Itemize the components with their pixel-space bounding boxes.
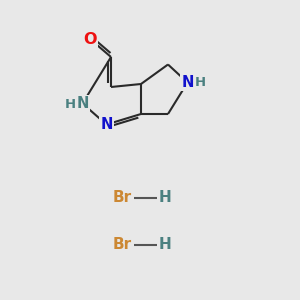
Text: H: H [159,190,172,206]
Text: H: H [64,98,76,111]
Text: N: N [100,117,113,132]
Text: Br: Br [113,190,132,206]
Text: H: H [194,76,206,89]
Text: O: O [83,32,97,46]
Text: Br: Br [113,237,132,252]
Text: H: H [159,237,172,252]
Text: N: N [76,96,89,111]
Text: N: N [181,75,194,90]
